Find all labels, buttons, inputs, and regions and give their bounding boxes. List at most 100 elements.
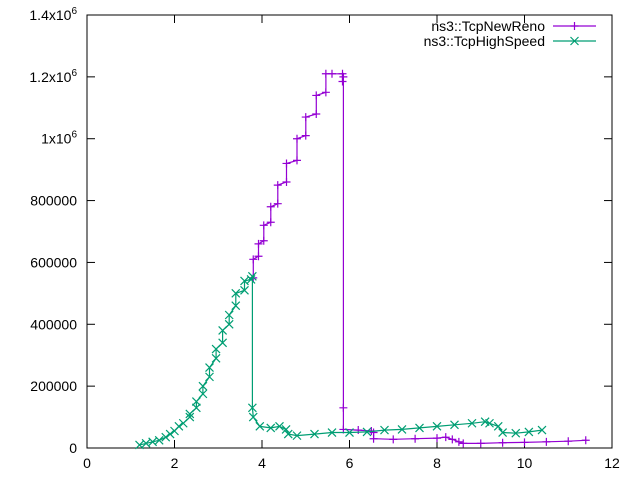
series-line	[139, 276, 543, 446]
data-point	[273, 181, 282, 190]
data-point	[433, 434, 441, 443]
y-tick-exponent: 6	[71, 6, 77, 17]
data-point	[327, 428, 337, 437]
data-point	[321, 88, 330, 97]
y-tick-mantissa: 1x10	[41, 131, 72, 147]
data-point	[281, 425, 291, 434]
data-point	[293, 156, 301, 165]
data-point	[255, 421, 265, 431]
data-point	[254, 252, 263, 261]
data-point	[161, 432, 171, 442]
y-tick-exponent: 6	[71, 130, 77, 141]
series-0	[249, 69, 590, 448]
data-point	[467, 418, 477, 428]
data-point	[520, 438, 529, 447]
data-point	[282, 178, 291, 187]
data-point	[240, 276, 249, 286]
data-point	[224, 310, 234, 320]
data-point	[310, 429, 319, 439]
data-point	[511, 428, 521, 438]
data-point	[380, 425, 389, 435]
axis-ticks: 0 2 4 6 8 10 1202000004000006000008000001x1061…	[29, 6, 620, 471]
data-point	[389, 435, 398, 444]
data-point	[231, 301, 241, 311]
data-point	[485, 418, 494, 428]
data-point	[191, 397, 201, 407]
data-point	[339, 72, 348, 81]
y-tick-label: 1.4x106	[29, 6, 77, 23]
data-point	[581, 436, 590, 445]
x-tick-label: 0	[83, 455, 91, 471]
y-tick-mantissa: 1.4x10	[29, 7, 71, 23]
data-point	[537, 425, 547, 435]
data-point	[165, 429, 175, 439]
data-point	[283, 429, 293, 439]
data-point	[218, 338, 228, 348]
y-tick-label: 200000	[30, 378, 77, 394]
y-tick-label: 1.2x106	[29, 68, 77, 85]
legend-marker	[570, 22, 579, 30]
data-point	[564, 437, 573, 446]
y-tick-exponent: 6	[71, 68, 77, 79]
data-point	[454, 437, 463, 446]
data-point	[224, 319, 234, 329]
data-point	[198, 389, 208, 399]
data-point	[240, 285, 249, 295]
data-point	[275, 421, 284, 431]
data-point	[415, 423, 424, 433]
legend-label: ns3::TcpNewReno	[431, 18, 545, 34]
data-point	[148, 437, 158, 447]
x-tick-label: 6	[346, 455, 354, 471]
data-point	[369, 434, 378, 443]
legend-label: ns3::TcpHighSpeed	[424, 33, 545, 49]
data-point	[498, 438, 507, 447]
x-tick-label: 2	[171, 455, 179, 471]
data-point	[259, 236, 268, 245]
data-point	[246, 275, 256, 284]
plot-border	[86, 14, 613, 449]
data-point	[432, 421, 442, 431]
data-point	[154, 435, 164, 445]
data-point	[362, 427, 372, 437]
x-tick-label: 12	[604, 455, 620, 471]
data-point	[141, 438, 151, 448]
x-tick-label: 8	[433, 455, 441, 471]
data-point	[459, 439, 468, 448]
data-point	[301, 113, 310, 122]
data-point	[524, 427, 534, 437]
data-point	[301, 131, 310, 140]
data-point	[476, 439, 485, 448]
data-point	[247, 271, 257, 281]
data-point	[493, 421, 503, 431]
data-point	[266, 218, 275, 227]
data-point	[312, 91, 321, 100]
data-point	[328, 69, 336, 78]
data-point	[259, 221, 268, 230]
data-point	[448, 435, 457, 444]
data-point	[338, 77, 347, 86]
data-point	[135, 440, 144, 450]
data-point	[397, 425, 407, 434]
data-point	[198, 381, 208, 391]
data-point	[542, 437, 551, 446]
data-point	[293, 134, 301, 143]
y-tick-mantissa: 1.2x10	[29, 69, 71, 85]
data-point	[185, 412, 195, 422]
data-point	[345, 428, 354, 437]
data-point	[292, 431, 302, 441]
x-tick-label: 10	[517, 455, 533, 471]
data-point	[231, 288, 241, 298]
y-tick-label: 600000	[30, 254, 77, 270]
y-tick-label: 0	[69, 440, 77, 456]
data-point	[211, 353, 221, 363]
data-point	[266, 202, 275, 211]
series-line	[252, 73, 586, 444]
data-point	[205, 363, 214, 373]
data-point	[248, 412, 258, 422]
y-tick-label: 800000	[30, 193, 77, 209]
y-tick-label: 1x106	[41, 130, 77, 147]
data-point	[174, 421, 184, 431]
series-1	[135, 271, 547, 450]
